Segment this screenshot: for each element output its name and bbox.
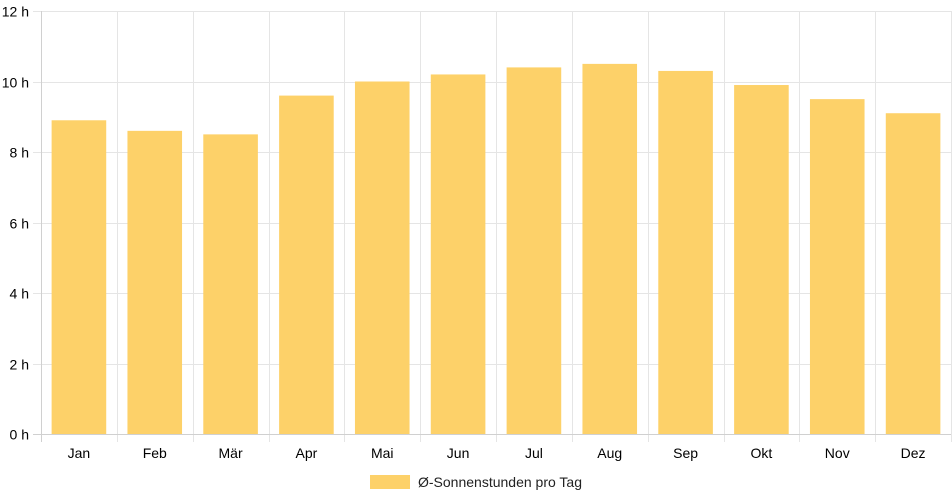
bar-jan[interactable] bbox=[51, 120, 107, 435]
x-tick-label: Nov bbox=[825, 445, 850, 461]
bar-mär[interactable] bbox=[203, 134, 258, 434]
bar-sep[interactable] bbox=[658, 70, 713, 435]
x-tick-label: Okt bbox=[751, 445, 773, 461]
x-tick-label: Dez bbox=[901, 445, 926, 461]
x-tick-label: Mai bbox=[371, 445, 394, 461]
bar-dez[interactable] bbox=[885, 113, 941, 434]
x-tick-label: Jan bbox=[68, 445, 91, 461]
y-tick-label: 4 h bbox=[10, 286, 29, 302]
y-tick-labels: 0 h 2 h 4 h 6 h 8 h 10 h 12 h bbox=[2, 4, 29, 443]
x-tick-label: Apr bbox=[296, 445, 318, 461]
bar-jul[interactable] bbox=[506, 67, 562, 435]
bar-nov[interactable] bbox=[809, 99, 865, 434]
bar-mai[interactable] bbox=[354, 81, 410, 435]
x-tick-label: Aug bbox=[597, 445, 622, 461]
bars bbox=[51, 63, 941, 435]
grid-lines bbox=[33, 11, 952, 442]
bar-okt[interactable] bbox=[734, 85, 789, 435]
x-tick-label: Sep bbox=[673, 445, 698, 461]
y-tick-label: 10 h bbox=[2, 75, 29, 91]
x-tick-label: Feb bbox=[143, 445, 167, 461]
y-tick-label: 12 h bbox=[2, 4, 29, 20]
y-tick-label: 0 h bbox=[10, 427, 29, 443]
bar-feb[interactable] bbox=[127, 130, 183, 434]
y-tick-label: 6 h bbox=[10, 216, 29, 232]
bar-aug[interactable] bbox=[582, 63, 638, 434]
x-tick-label: Jul bbox=[525, 445, 543, 461]
x-tick-label: Jun bbox=[447, 445, 470, 461]
y-tick-label: 8 h bbox=[10, 145, 29, 161]
bar-apr[interactable] bbox=[279, 95, 334, 434]
bar-jun[interactable] bbox=[430, 74, 486, 434]
legend-label[interactable]: Ø-Sonnenstunden pro Tag bbox=[418, 474, 582, 490]
legend-swatch[interactable] bbox=[370, 475, 411, 489]
x-tick-labels: Jan Feb Mär Apr Mai Jun Jul Aug Sep Okt Nov Dez bbox=[68, 445, 926, 461]
x-tick-label: Mär bbox=[219, 445, 243, 461]
y-tick-label: 2 h bbox=[10, 357, 29, 373]
legend[interactable]: Ø-Sonnenstunden pro Tag bbox=[370, 474, 582, 490]
